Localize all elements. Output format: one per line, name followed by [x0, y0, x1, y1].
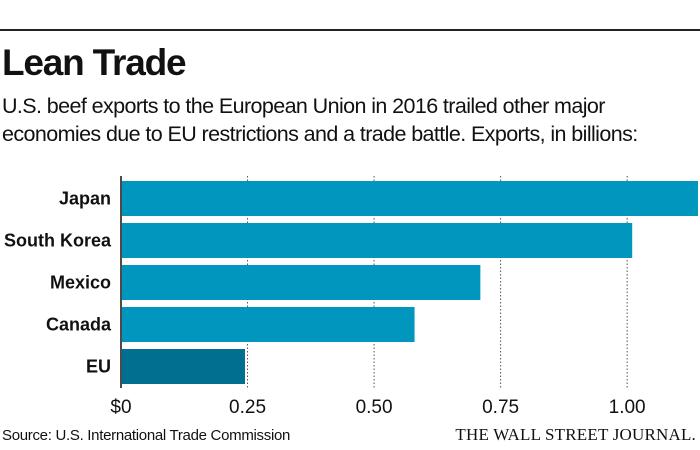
- subtitle-line-2: economies due to EU restrictions and a t…: [2, 122, 638, 146]
- x-tick-label-0: $0: [110, 397, 131, 418]
- wsj-logo: THE WALL STREET JOURNAL.: [455, 425, 696, 444]
- bar-japan: [122, 181, 698, 216]
- chart-subtitle: U.S. beef exports to the European Union …: [2, 92, 700, 148]
- x-tick-label-1: 0.25: [229, 397, 266, 418]
- category-label-eu: EU: [86, 357, 111, 377]
- bar-chart: Japan South Korea Mexico Canada EU $0 0.25 0.5…: [4, 176, 698, 418]
- x-tick-label-4: 1.00: [609, 397, 646, 418]
- bar-eu: [122, 349, 246, 384]
- category-label-mexico: Mexico: [50, 273, 111, 293]
- category-label-south-korea: South Korea: [4, 231, 112, 251]
- chart-title: Lean Trade: [2, 42, 187, 83]
- bar-mexico: [122, 265, 481, 300]
- category-label-canada: Canada: [46, 315, 112, 335]
- bar-canada: [122, 307, 415, 342]
- x-tick-label-2: 0.50: [356, 397, 393, 418]
- source-note: Source: U.S. International Trade Commiss…: [2, 427, 291, 444]
- top-rule: [0, 29, 700, 31]
- bar-south-korea: [122, 223, 633, 258]
- x-tick-label-3: 0.75: [482, 397, 519, 418]
- subtitle-line-1: U.S. beef exports to the European Union …: [2, 94, 605, 118]
- category-label-japan: Japan: [59, 189, 111, 209]
